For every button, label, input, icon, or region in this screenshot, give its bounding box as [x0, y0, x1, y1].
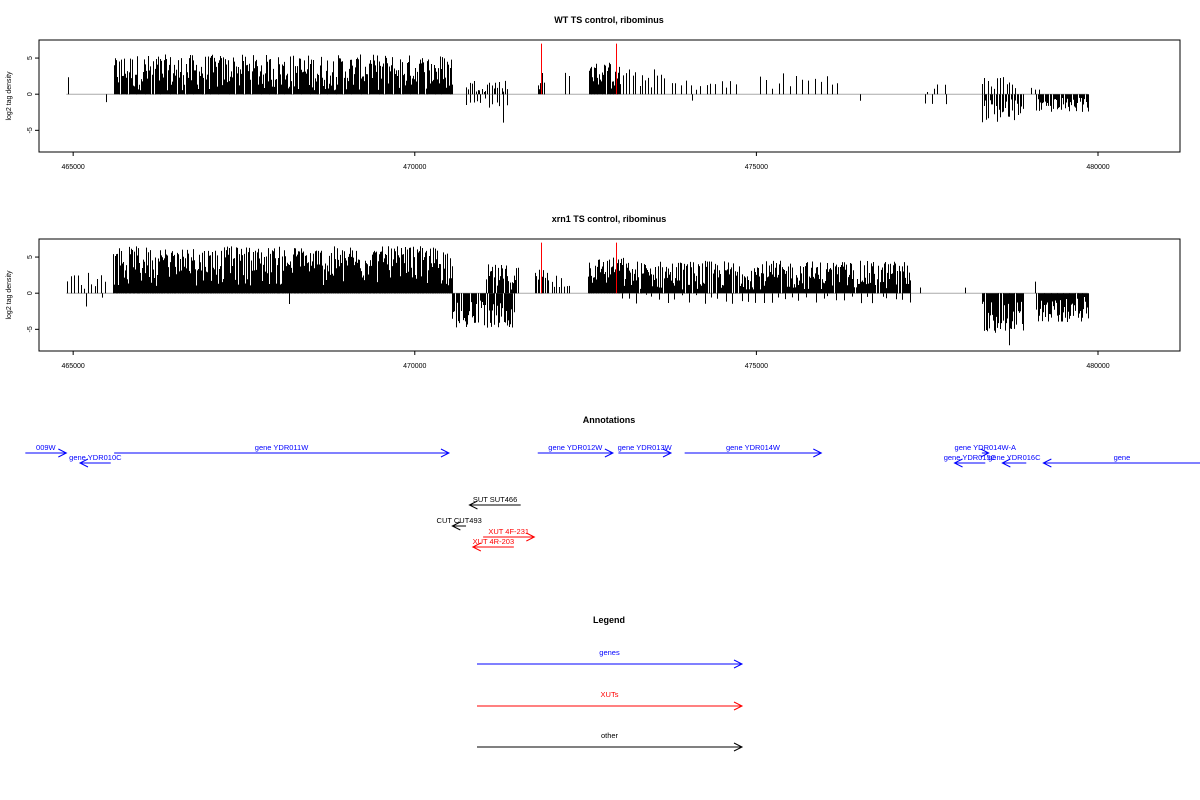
x-tick-label: 480000 — [1086, 363, 1109, 370]
x-tick-label: 480000 — [1086, 164, 1109, 171]
xrn1-x-axis: 465000 470000 475000 480000 — [61, 351, 1110, 370]
legend-panel: Legend genes XUTs other — [477, 615, 744, 752]
arrow-head — [471, 542, 482, 552]
arrow-head — [953, 458, 963, 468]
feature-label: gene YDR012W — [548, 443, 603, 452]
arrow-head — [468, 500, 478, 510]
xrn1-track-panel: xrn1 TS control, ribominus log2 tag dens… — [6, 214, 1181, 370]
y-tick-label: 0 — [27, 92, 34, 96]
y-tick-label: 0 — [27, 291, 34, 295]
legend-label: XUTs — [601, 690, 619, 699]
xrn1-plot-frame — [38, 238, 1181, 352]
feature-label: gene — [1114, 453, 1131, 462]
legend-title: Legend — [593, 615, 625, 625]
y-tick-label: 5 — [27, 255, 34, 259]
x-tick-label: 475000 — [745, 164, 768, 171]
feature-label: 009W — [36, 443, 57, 452]
y-tick-label: -5 — [27, 326, 34, 332]
x-tick-label: 470000 — [403, 363, 426, 370]
x-tick-label: 465000 — [61, 164, 84, 171]
feature-label: gene YDR014W — [726, 443, 781, 452]
feature-label: SUT SUT466 — [473, 495, 517, 504]
arrow-head — [440, 448, 451, 458]
x-tick-label: 465000 — [61, 363, 84, 370]
arrow-head — [78, 458, 89, 468]
xrn1-density-bars — [66, 242, 1089, 346]
arrow-head — [733, 659, 744, 669]
arrow-head — [662, 448, 673, 458]
arrow-head — [733, 701, 744, 711]
wt-y-axis-label: log2 tag density — [6, 71, 13, 121]
arrow-head — [980, 448, 990, 458]
arrow-head — [813, 448, 823, 458]
feature-label: gene YDR013W — [618, 443, 673, 452]
feature-label: XUT 4F-231 — [488, 527, 529, 536]
feature-label: XUT 4R-203 — [473, 537, 515, 546]
annotation-features: 009W gene YDR010C gene YDR011W gene YDR012W… — [25, 443, 1200, 552]
feature-label: gene YDR010C — [69, 453, 122, 462]
arrow-head — [58, 448, 68, 458]
legend-label: other — [601, 731, 619, 740]
wt-x-axis: 465000 470000 475000 480000 — [61, 152, 1110, 171]
x-tick-label: 475000 — [745, 363, 768, 370]
annotations-panel: Annotations 009W gene YDR010C gene YDR011W… — [25, 415, 1200, 552]
annotations-title: Annotations — [583, 415, 636, 425]
arrow-head — [604, 448, 615, 458]
legend-label: genes — [599, 648, 620, 657]
wt-track-title: WT TS control, ribominus — [554, 15, 664, 25]
legend-entries: genes XUTs other — [477, 648, 744, 752]
wt-density-bars — [66, 43, 1089, 123]
wt-plot-frame — [38, 39, 1181, 153]
x-tick-label: 470000 — [403, 164, 426, 171]
arrow-head — [733, 742, 744, 752]
y-tick-label: 5 — [27, 56, 34, 60]
xrn1-track-title: xrn1 TS control, ribominus — [552, 214, 667, 224]
arrow-head — [451, 521, 461, 531]
feature-label: gene YDR011W — [255, 443, 309, 452]
wt-track-panel: WT TS control, ribominus log2 tag densit… — [6, 15, 1181, 171]
xrn1-y-axis: -5 0 5 — [27, 255, 39, 332]
arrow-head — [1042, 458, 1052, 468]
y-tick-label: -5 — [27, 127, 34, 133]
feature-label: gene YDR014W-A — [955, 443, 1016, 452]
arrow-head — [1001, 458, 1011, 468]
arrow-head — [526, 532, 536, 542]
feature-label: gene YDR016C — [988, 453, 1041, 462]
feature-label: gene YDR015C — [944, 453, 997, 462]
xrn1-y-axis-label: log2 tag density — [6, 270, 13, 320]
wt-y-axis: -5 0 5 — [27, 56, 39, 133]
feature-label: CUT CUT493 — [437, 516, 482, 525]
